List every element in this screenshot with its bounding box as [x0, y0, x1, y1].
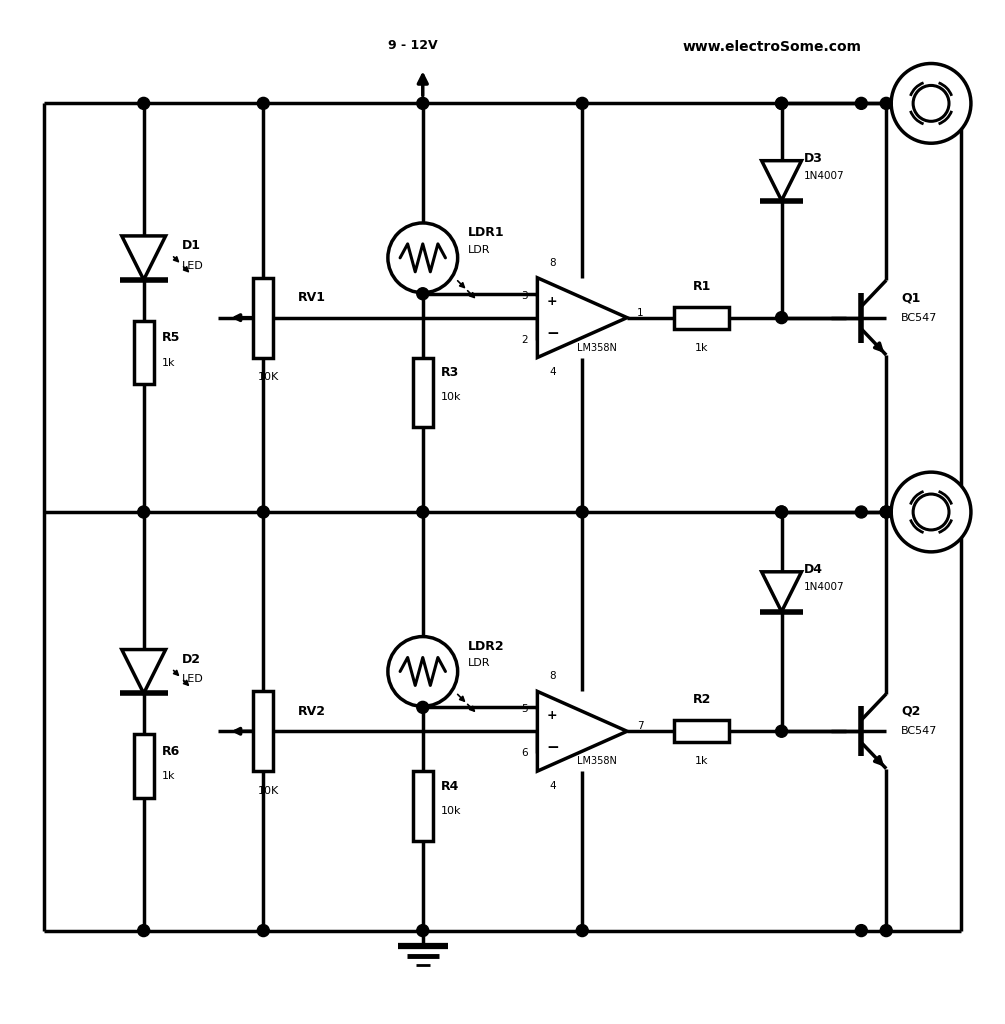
Polygon shape	[122, 649, 166, 693]
Circle shape	[855, 925, 867, 937]
Text: 6: 6	[521, 749, 528, 758]
Text: BC547: BC547	[901, 312, 938, 323]
Bar	[134, 321, 154, 384]
Text: −: −	[546, 739, 559, 755]
Bar	[253, 691, 273, 771]
Text: 1N4007: 1N4007	[803, 171, 844, 180]
Bar	[674, 720, 730, 742]
Circle shape	[880, 925, 892, 937]
Text: D4: D4	[803, 563, 822, 577]
Text: LDR: LDR	[467, 658, 490, 669]
Bar	[134, 734, 154, 798]
Text: 1k: 1k	[695, 343, 709, 352]
Text: LDR1: LDR1	[467, 226, 505, 240]
Circle shape	[855, 97, 867, 110]
Text: 1: 1	[637, 307, 643, 317]
Circle shape	[914, 494, 949, 530]
Polygon shape	[762, 161, 802, 201]
Text: LED: LED	[182, 261, 203, 270]
Circle shape	[855, 506, 867, 518]
Text: 10k: 10k	[441, 392, 461, 402]
Bar	[413, 771, 433, 841]
Circle shape	[576, 506, 588, 518]
Circle shape	[576, 97, 588, 110]
Circle shape	[257, 97, 269, 110]
Circle shape	[138, 506, 150, 518]
Text: 10k: 10k	[441, 806, 461, 816]
Polygon shape	[538, 691, 627, 771]
Text: LM358N: LM358N	[577, 343, 617, 352]
Text: www.electroSome.com: www.electroSome.com	[682, 40, 861, 53]
Circle shape	[776, 506, 788, 518]
Circle shape	[257, 506, 269, 518]
Circle shape	[776, 97, 788, 110]
Text: LED: LED	[182, 675, 203, 684]
Text: D2: D2	[182, 653, 201, 666]
Circle shape	[417, 506, 429, 518]
Circle shape	[776, 311, 788, 324]
Text: 10K: 10K	[257, 786, 279, 796]
Text: R5: R5	[162, 331, 180, 344]
Circle shape	[417, 701, 429, 714]
Text: LM358N: LM358N	[577, 756, 617, 766]
Text: 1N4007: 1N4007	[803, 582, 844, 592]
Text: R2: R2	[692, 693, 711, 707]
Text: 3: 3	[521, 291, 528, 301]
Text: −: −	[546, 326, 559, 341]
Circle shape	[880, 506, 892, 518]
Polygon shape	[762, 571, 802, 611]
Text: +: +	[547, 295, 558, 308]
Polygon shape	[122, 236, 166, 280]
Text: R3: R3	[441, 366, 459, 379]
Circle shape	[388, 637, 457, 707]
Text: Q1: Q1	[901, 291, 921, 304]
Text: 5: 5	[521, 705, 528, 715]
Text: RV2: RV2	[298, 705, 327, 718]
Circle shape	[417, 288, 429, 300]
Circle shape	[138, 97, 150, 110]
Circle shape	[417, 925, 429, 937]
Circle shape	[880, 97, 892, 110]
Text: 1k: 1k	[162, 771, 175, 781]
Circle shape	[776, 97, 788, 110]
Text: 1k: 1k	[162, 357, 175, 368]
Text: D1: D1	[182, 240, 201, 252]
Text: 7: 7	[637, 721, 643, 731]
Text: 9 - 12V: 9 - 12V	[388, 39, 437, 51]
Circle shape	[776, 725, 788, 737]
Text: RV1: RV1	[298, 291, 327, 304]
Text: R1: R1	[692, 280, 711, 293]
Polygon shape	[538, 278, 627, 357]
Text: 2: 2	[521, 335, 528, 345]
Circle shape	[880, 506, 892, 518]
Text: BC547: BC547	[901, 726, 938, 736]
Text: Q2: Q2	[901, 705, 921, 718]
Text: +: +	[547, 709, 558, 722]
Text: R6: R6	[162, 744, 180, 758]
Circle shape	[891, 472, 971, 552]
Circle shape	[914, 85, 949, 121]
Circle shape	[257, 925, 269, 937]
Bar	[413, 357, 433, 427]
Text: LDR: LDR	[467, 245, 490, 255]
Text: LDR2: LDR2	[467, 640, 505, 653]
Text: 1k: 1k	[695, 756, 709, 766]
Circle shape	[417, 97, 429, 110]
Bar	[253, 278, 273, 357]
Circle shape	[891, 63, 971, 143]
Text: 10K: 10K	[257, 373, 279, 382]
Bar	[674, 306, 730, 329]
Text: 4: 4	[549, 781, 556, 792]
Circle shape	[388, 223, 457, 293]
Circle shape	[576, 925, 588, 937]
Circle shape	[138, 925, 150, 937]
Text: D3: D3	[803, 153, 822, 165]
Text: 8: 8	[549, 258, 556, 268]
Circle shape	[776, 506, 788, 518]
Text: 8: 8	[549, 672, 556, 681]
Text: 4: 4	[549, 368, 556, 378]
Text: R4: R4	[441, 779, 459, 793]
